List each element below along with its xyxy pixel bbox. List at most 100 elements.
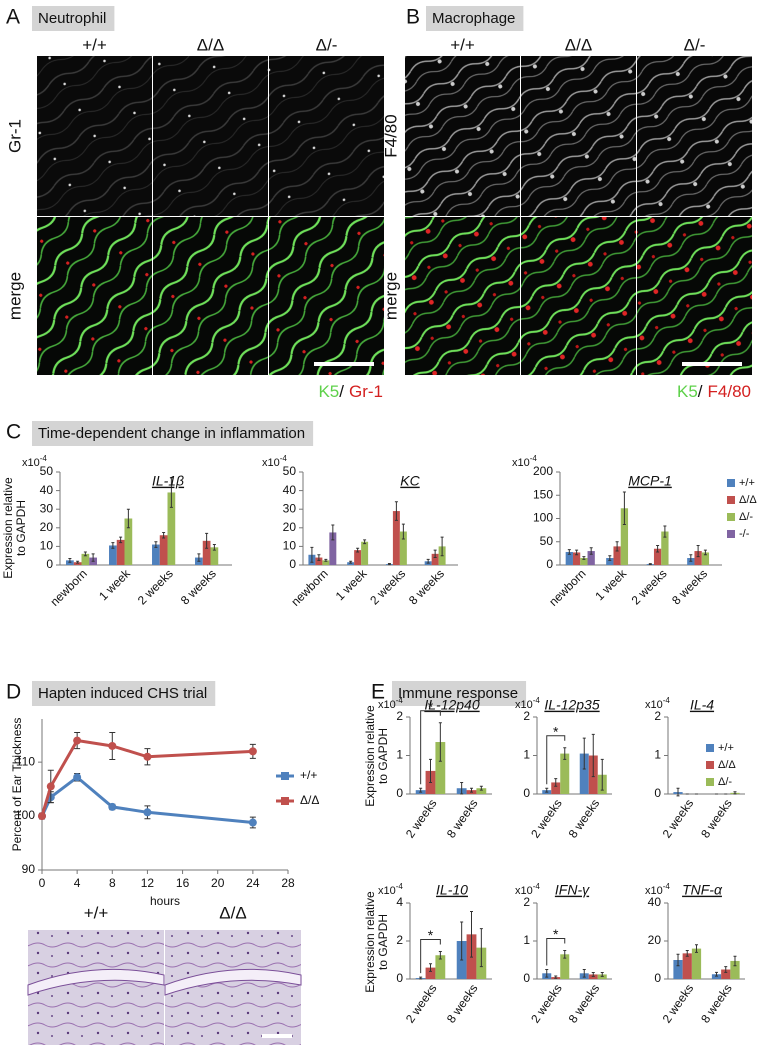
panel-title: Neutrophil: [38, 10, 106, 27]
error-bar: [426, 558, 430, 564]
error-bar: [676, 787, 680, 797]
y-tick-label: 50: [40, 464, 54, 478]
error-bar: [600, 972, 604, 977]
bar: [322, 560, 330, 565]
bar: [682, 953, 692, 979]
bar: [551, 782, 561, 794]
chart-title: KC: [400, 473, 420, 489]
multiplier: x10-4: [515, 696, 540, 711]
error-bar: [310, 546, 314, 563]
bar: [152, 544, 160, 565]
micrograph: [521, 56, 636, 216]
y-axis-label: to GAPDH: [376, 914, 390, 970]
bar: [435, 742, 446, 794]
y-axis-label: Percent of Ear Thickness: [10, 718, 24, 852]
error-bar: [715, 971, 719, 977]
error-bar: [591, 972, 595, 977]
y-axis-label: Expression relative: [363, 891, 377, 993]
micrograph: [269, 56, 384, 216]
bar: [613, 546, 621, 565]
error-bar: [324, 558, 328, 562]
bar: [560, 954, 570, 979]
error-bar: [563, 950, 567, 959]
bar: [425, 967, 436, 979]
x-tick-label: 4: [74, 876, 81, 890]
bar: [587, 551, 595, 565]
data-point: [73, 773, 82, 782]
bar: [159, 535, 168, 565]
error-bar: [212, 544, 216, 551]
micrograph: [405, 56, 520, 216]
chart-title: IFN-γ: [555, 882, 590, 898]
data-point: [38, 812, 46, 821]
multiplier: x10-4: [378, 696, 403, 711]
error-bar: [363, 539, 367, 545]
error-bar: [317, 554, 321, 561]
y-axis-label: to GAPDH: [14, 500, 28, 556]
error-bar: [582, 556, 586, 560]
multiplier-base: x10: [512, 457, 530, 469]
multiplier-base: x10: [262, 457, 280, 469]
y-tick-label: 1: [396, 748, 403, 762]
error-bar: [111, 542, 115, 549]
error-bar: [694, 944, 698, 953]
data-point: [46, 782, 55, 791]
error-bar: [563, 747, 567, 760]
y-tick-label: 30: [40, 501, 54, 515]
error-bar: [91, 553, 95, 562]
legend-label: Δ/Δ: [718, 759, 736, 771]
panel-letter: A: [6, 6, 20, 29]
bar: [109, 545, 117, 565]
multiplier: x10-4: [515, 882, 540, 897]
error-bar: [154, 541, 158, 548]
error-bar: [479, 785, 483, 791]
multiplier: x10-4: [512, 454, 537, 469]
error-bar: [401, 523, 405, 540]
panel-title-box: [32, 6, 115, 31]
bar: [392, 511, 400, 565]
multiplier: x10-4: [262, 454, 287, 469]
multiplier-base: x10: [645, 885, 663, 897]
bar: [579, 753, 589, 794]
series-line: [40, 738, 253, 817]
column-label: +/+: [84, 903, 109, 922]
y-tick-label: 0: [654, 786, 661, 800]
column-label: +/+: [450, 35, 475, 54]
panel-title: Immune response: [398, 685, 518, 702]
error-bar: [554, 975, 558, 979]
bar: [124, 518, 133, 565]
bar: [606, 558, 614, 565]
error-bar: [433, 549, 437, 559]
row-label: merge: [5, 272, 24, 320]
y-tick-label: 0: [523, 786, 530, 800]
stain-legend: K5/ Gr-1: [318, 382, 383, 401]
error-bar: [567, 549, 571, 555]
legend-label: -/-: [739, 528, 750, 540]
panel-letter: B: [406, 6, 420, 29]
error-bar: [83, 551, 87, 557]
error-bar: [470, 911, 473, 958]
bar: [431, 553, 439, 565]
error-bar: [349, 560, 353, 564]
legend-swatch: [281, 797, 289, 805]
error-bar: [419, 976, 423, 980]
column-label: Δ/Δ: [197, 35, 224, 54]
error-bar: [356, 547, 360, 553]
error-bar: [76, 560, 80, 564]
multiplier-exponent: -4: [280, 454, 288, 463]
error-bar: [582, 969, 586, 978]
error-bar: [600, 758, 604, 791]
bar: [653, 548, 662, 565]
significance-bracket: [420, 710, 441, 785]
error-bar: [438, 950, 442, 960]
x-tick-label: 12: [141, 876, 155, 890]
bar: [354, 550, 362, 565]
bar: [572, 552, 581, 565]
y-tick-label: 2: [396, 933, 403, 947]
bar: [673, 960, 683, 979]
y-tick-label: 20: [40, 520, 54, 534]
x-axis-label: hours: [150, 894, 180, 908]
bar: [620, 508, 629, 565]
y-tick-label: 0: [523, 971, 530, 985]
error-bar: [169, 477, 173, 508]
